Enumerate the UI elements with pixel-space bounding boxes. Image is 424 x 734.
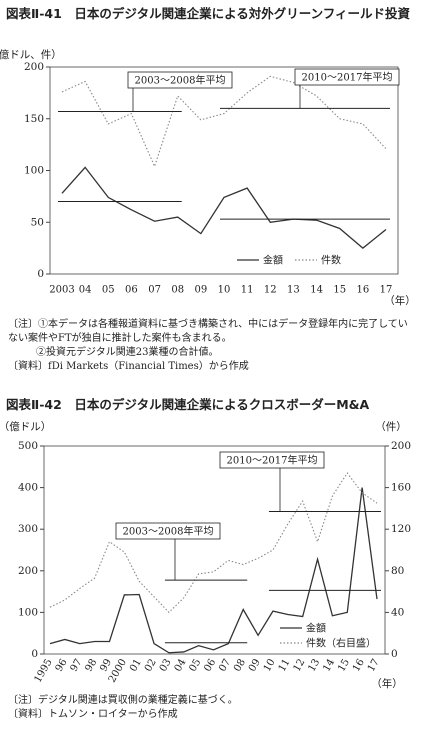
plot-frame bbox=[43, 445, 386, 655]
y2-axis-label: （件） bbox=[375, 421, 407, 433]
x-tick-label: 97 bbox=[69, 657, 85, 674]
note: 〔注〕①本データは各種報道資料に基づき構築され、中にはデータ登録年内に完了してい… bbox=[8, 319, 408, 344]
chart-title: 図表Ⅱ-41 日本のデジタル関連企業による対外グリーンフィールド投資 bbox=[6, 6, 410, 21]
chart-title: 図表Ⅱ-42 日本のデジタル関連企業によるクロスボーダーM&A bbox=[6, 397, 370, 412]
x-tick-label: 08 bbox=[171, 285, 184, 296]
y-tick-label: 50 bbox=[31, 216, 44, 228]
x-tick-label: 03 bbox=[158, 657, 174, 674]
x-tick-label: 16 bbox=[356, 285, 369, 296]
x-tick-label: 13 bbox=[287, 285, 300, 296]
annotation-box bbox=[219, 451, 325, 469]
x-tick-label: 2003 bbox=[49, 285, 74, 296]
x-tick-label: 13 bbox=[306, 657, 322, 674]
x-tick-label: 01 bbox=[128, 657, 144, 674]
note: 〔資料〕fDi Markets（Financial Times）から作成 bbox=[8, 361, 249, 372]
note: ②投資元デジタル関連23業種の合計値。 bbox=[36, 347, 219, 358]
y-tick-label: 150 bbox=[24, 113, 44, 125]
x-tick-label: 14 bbox=[321, 657, 337, 674]
y-tick-label: 0 bbox=[31, 648, 38, 660]
legend-label: 金額 bbox=[306, 622, 326, 635]
y-tick-label: 300 bbox=[18, 523, 38, 535]
x-tick-label: 17 bbox=[380, 285, 393, 296]
x-tick-label: 14 bbox=[310, 285, 323, 296]
x-tick-label: 02 bbox=[143, 657, 159, 674]
notes: 〔注〕①本データは各種報道資料に基づき構築され、中にはデータ登録年内に完了してい… bbox=[8, 318, 408, 374]
annotation-box bbox=[127, 71, 233, 89]
x-tick-label: 05 bbox=[188, 657, 204, 674]
x-tick-label: 12 bbox=[264, 285, 277, 296]
note: 〔資料〕トムソン・ロイターから作成 bbox=[8, 709, 178, 720]
x-tick-label: 1995 bbox=[33, 657, 55, 685]
series-line bbox=[61, 166, 387, 249]
y2-tick-label: 0 bbox=[391, 648, 398, 660]
x-tick-label: 07 bbox=[217, 657, 233, 674]
notes: 〔注〕デジタル関連は買収側の業種定義に基づく。 〔資料〕トムソン・ロイターから作成 bbox=[8, 694, 408, 722]
x-tick-label: 98 bbox=[83, 657, 99, 674]
x-tick-label: 15 bbox=[336, 657, 352, 674]
annotation-label: 2010～2017年平均 bbox=[302, 71, 393, 84]
annotation-label: 2010～2017年平均 bbox=[227, 454, 318, 467]
x-tick-label: 09 bbox=[194, 285, 207, 296]
x-axis-label: （年） bbox=[384, 294, 416, 307]
legend-label: 金額 bbox=[263, 254, 283, 267]
y2-tick-label: 160 bbox=[391, 482, 411, 494]
y2-tick-label: 200 bbox=[391, 440, 411, 452]
note: 〔注〕デジタル関連は買収側の業種定義に基づく。 bbox=[8, 695, 238, 706]
x-tick-label: 96 bbox=[54, 657, 70, 674]
x-tick-label: 17 bbox=[366, 657, 382, 674]
series-line bbox=[49, 472, 378, 614]
y-tick-label: 200 bbox=[18, 565, 38, 577]
x-tick-label: 04 bbox=[173, 657, 189, 674]
y-tick-label: 0 bbox=[37, 268, 44, 280]
x-tick-label: 16 bbox=[351, 657, 367, 674]
y2-tick-label: 120 bbox=[391, 523, 411, 535]
annotation-label: 2003～2008年平均 bbox=[135, 74, 226, 87]
y-tick-label: 100 bbox=[18, 606, 38, 618]
x-tick-label: 11 bbox=[241, 285, 254, 296]
legend-box bbox=[233, 251, 345, 269]
chart: 0 50 100 150 200（億ドル、件） 2003 04 05 06 07 08 09 10 11 1… bbox=[0, 48, 416, 307]
y-tick-label: 200 bbox=[24, 61, 44, 73]
legend-box bbox=[276, 619, 376, 653]
x-tick-label: 07 bbox=[148, 285, 161, 296]
series-line bbox=[61, 75, 387, 168]
annotation-box bbox=[115, 522, 221, 540]
y-axis-label: （億ドル、件） bbox=[0, 48, 62, 61]
legend-label: 件数（右目盛） bbox=[306, 637, 376, 650]
x-tick-label: 10 bbox=[262, 657, 278, 674]
x-tick-label: 06 bbox=[202, 657, 218, 674]
x-tick-label: 15 bbox=[333, 285, 346, 296]
x-tick-label: 09 bbox=[247, 657, 263, 674]
y-tick-label: 400 bbox=[18, 482, 38, 494]
y-tick-label: 500 bbox=[18, 440, 38, 452]
annotation-box bbox=[294, 68, 400, 86]
y-tick-label: 100 bbox=[24, 165, 44, 177]
y2-tick-label: 40 bbox=[391, 606, 404, 618]
x-axis-label: （年） bbox=[371, 677, 403, 690]
x-tick-label: 10 bbox=[218, 285, 231, 296]
x-tick-label: 08 bbox=[232, 657, 248, 674]
annotation-label: 2003～2008年平均 bbox=[123, 525, 214, 538]
x-tick-label: 05 bbox=[102, 285, 115, 296]
y2-tick-label: 80 bbox=[391, 565, 404, 577]
series-line bbox=[49, 487, 378, 654]
plot-frame bbox=[49, 66, 399, 275]
legend-label: 件数 bbox=[321, 254, 341, 267]
x-tick-label: 12 bbox=[292, 657, 308, 674]
x-tick-label: 04 bbox=[79, 285, 92, 296]
y-axis-label: （億ドル） bbox=[0, 420, 51, 433]
x-tick-label: 06 bbox=[125, 285, 138, 296]
x-tick-label: 11 bbox=[277, 657, 293, 674]
